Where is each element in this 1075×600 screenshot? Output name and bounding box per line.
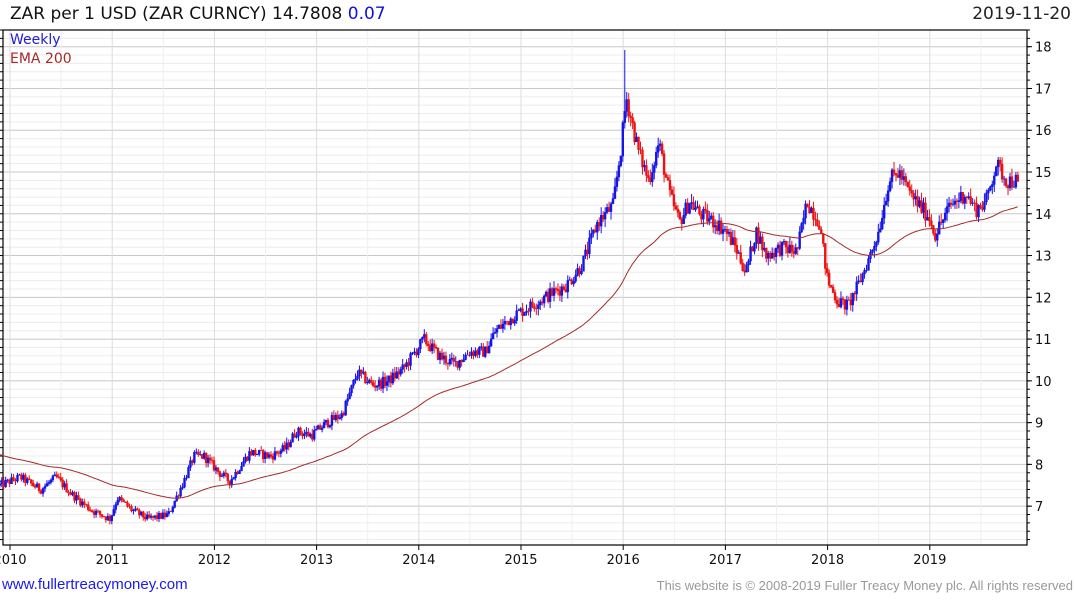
x-tick-label: 2014: [402, 553, 435, 568]
x-tick-label: 2019: [913, 553, 946, 568]
y-tick-label: 10: [1035, 375, 1052, 390]
y-tick-label: 17: [1035, 82, 1052, 97]
plot-frame: [2, 29, 1028, 546]
chart-date: 2019-11-20: [972, 4, 1071, 24]
chart-title: ZAR per 1 USD (ZAR CURNCY) 14.7808 0.07: [10, 4, 386, 24]
x-tick-label: 2012: [198, 553, 231, 568]
copyright-notice: This website is © 2008-2019 Fuller Treac…: [656, 578, 1073, 593]
y-tick-label: 11: [1035, 333, 1052, 348]
y-tick-label: 8: [1035, 458, 1043, 473]
y-tick-label: 15: [1035, 166, 1052, 181]
legend-ema: EMA 200: [10, 51, 72, 67]
y-tick-label: 9: [1035, 417, 1043, 432]
site-link[interactable]: www.fullertreacymoney.com: [2, 576, 188, 593]
x-tick-label: 2018: [811, 553, 844, 568]
ema-200-line: [0, 206, 1018, 499]
symbol-title: ZAR per 1 USD (ZAR CURNCY) 14.7808: [10, 4, 343, 24]
legend-weekly: Weekly: [10, 32, 61, 48]
y-tick-label: 7: [1035, 500, 1043, 515]
x-tick-label: 2015: [504, 553, 537, 568]
y-tick-label: 18: [1035, 41, 1052, 56]
y-tick-label: 12: [1035, 291, 1052, 306]
x-tick-label: 2013: [300, 553, 333, 568]
x-tick-label: 2011: [96, 553, 129, 568]
y-tick-label: 14: [1035, 208, 1052, 223]
x-tick-label: 2016: [607, 553, 640, 568]
y-tick-label: 16: [1035, 124, 1052, 139]
y-tick-label: 13: [1035, 250, 1052, 265]
price-change: 0.07: [347, 4, 386, 24]
x-tick-label: 2010: [0, 553, 27, 568]
x-tick-label: 2017: [709, 553, 742, 568]
